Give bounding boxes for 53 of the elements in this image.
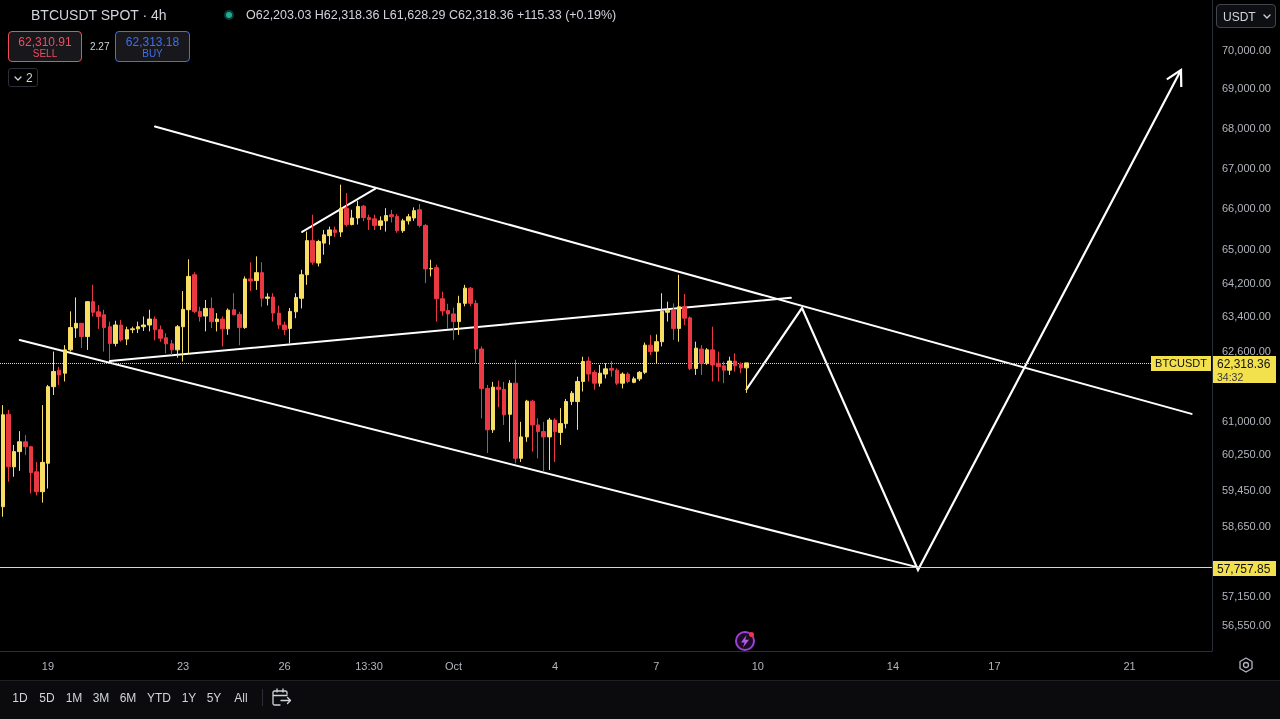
y-tick-label: 63,400.00 (1222, 310, 1271, 323)
y-tick-label: 56,550.00 (1222, 618, 1271, 631)
text: 3M (92, 691, 110, 705)
y-tick-label: 70,000.00 (1222, 43, 1271, 56)
annotation: BTCUSDT (1155, 356, 1207, 369)
annotation: 62,313.18 (125, 35, 180, 49)
ref-line-label: 62,318.36 (1217, 356, 1271, 371)
y-tick-label: 65,000.00 (1222, 243, 1271, 256)
annotation: SELL (32, 48, 58, 59)
y-tick-label: 58,650.00 (1222, 520, 1271, 533)
dropdown-button: USDT (1216, 4, 1276, 28)
y-tick-label: 57,150.00 (1222, 590, 1271, 603)
text: O62,203.03 H62,318.36 L61,628.29 C62,318.36 +115.33 (+0.19%) (246, 8, 617, 22)
text: 1M (65, 691, 83, 705)
y-tick-label: 62,600.00 (1222, 344, 1271, 357)
x-tick-label: 23 (176, 659, 190, 672)
x-tick-label: 17 (988, 659, 1001, 672)
x-tick-label: 21 (1123, 659, 1136, 672)
y-tick-label: 69,000.00 (1222, 82, 1271, 95)
symbol-tag: BTCUSDT (1151, 355, 1211, 371)
y-tick-label: 66,000.00 (1222, 202, 1271, 215)
x-tick-label: 19 (41, 659, 55, 672)
text: All (234, 691, 248, 705)
y-tick-label: 68,000.00 (1222, 121, 1271, 134)
text: 5Y (206, 691, 222, 705)
x-tick-label: 10 (751, 659, 764, 672)
price-tag: 62,318.36 (1213, 355, 1276, 371)
y-tick-label: 67,000.00 (1222, 161, 1271, 174)
x-tick-label: 13:30 (355, 659, 383, 672)
y-tick-label: 64,200.00 (1222, 276, 1271, 289)
x-tick-label: 14 (886, 659, 900, 672)
text: 5D (39, 691, 55, 705)
text: 1D (12, 691, 28, 705)
text: 1Y (181, 691, 197, 705)
buy-button: 62,313.18 BUY (115, 31, 190, 62)
x-tick-label: Oct (444, 659, 463, 672)
annotation: 2 (26, 71, 33, 85)
ref-line-label: 57,757.85 (1217, 561, 1271, 576)
y-tick-label: 61,000.00 (1222, 414, 1271, 427)
x-tick-label: 4 (551, 659, 559, 672)
annotation: 62,310.91 (18, 35, 72, 49)
price-tag: 57,757.85 (1213, 560, 1276, 576)
text: YTD (147, 691, 171, 705)
text: 6M (119, 691, 137, 705)
annotation: BUY (142, 48, 163, 59)
y-tick-label: 60,250.00 (1222, 447, 1271, 460)
y-tick-label: 59,450.00 (1222, 483, 1271, 496)
text: BTCUSDT SPOT · 4h (31, 7, 167, 23)
x-tick-label: 7 (653, 659, 660, 672)
sell-button: 62,310.91 SELL (8, 31, 82, 62)
x-tick-label: 26 (278, 659, 291, 672)
toggle-button: 2 (8, 68, 38, 87)
annotation: 2.27 (90, 41, 110, 52)
